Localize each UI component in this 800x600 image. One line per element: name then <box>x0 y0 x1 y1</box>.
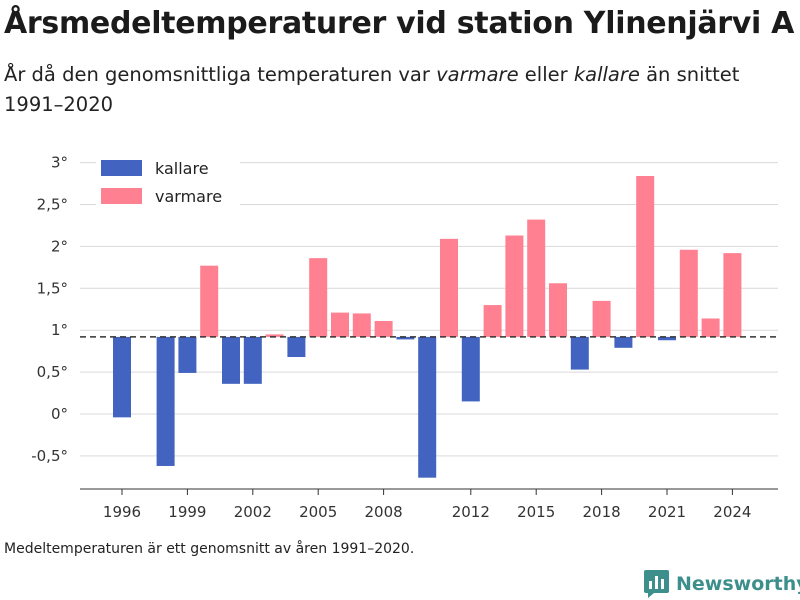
x-tick-label: 2012 <box>452 503 490 521</box>
y-tick-label: 0,5° <box>37 363 68 381</box>
bar-warmer <box>200 265 219 337</box>
y-tick-label: 1° <box>51 321 68 339</box>
bar-warmer <box>483 305 502 337</box>
x-tick-label: 2005 <box>299 503 337 521</box>
x-tick-label: 2021 <box>648 503 686 521</box>
bar-colder <box>658 336 676 341</box>
chart-title: Årsmedeltemperaturer vid station Ylinenj… <box>4 6 795 41</box>
subtitle-part-2: eller <box>518 63 574 86</box>
bar-warmer <box>331 312 349 337</box>
bar-colder <box>614 336 633 348</box>
brand-name: Newsworthy <box>676 573 800 595</box>
y-tick-label: 1,5° <box>37 279 68 297</box>
y-tick-label: 2° <box>51 237 68 255</box>
legend-label-varmare: varmare <box>155 187 222 206</box>
bar-warmer <box>592 300 611 337</box>
bar-colder <box>156 336 175 466</box>
x-tick-label: 2015 <box>517 503 555 521</box>
bar-warmer <box>265 334 284 337</box>
subtitle-colder: kallare <box>573 63 640 86</box>
legend-swatch-kallare <box>101 160 142 176</box>
y-tick-label: 0° <box>51 405 68 423</box>
bar-warmer <box>440 238 458 337</box>
x-tick-label: 1996 <box>103 503 141 521</box>
x-tick-label: 2018 <box>583 503 621 521</box>
x-tick-label: 2008 <box>365 503 403 521</box>
bar-colder <box>396 336 415 340</box>
bar-warmer <box>723 253 742 337</box>
y-tick-label: 3° <box>51 154 68 172</box>
bar-colder <box>178 336 197 373</box>
bar-colder <box>570 336 589 370</box>
subtitle-part-1: År då den genomsnittliga temperaturen va… <box>4 63 437 86</box>
bar-warmer <box>679 249 698 337</box>
x-tick-label: 1999 <box>168 503 206 521</box>
bar-colder <box>461 336 480 402</box>
bar-colder <box>418 336 437 478</box>
legend-swatch-varmare <box>101 188 142 204</box>
subtitle-warmer: varmare <box>436 63 519 86</box>
x-tick-label: 2002 <box>234 503 272 521</box>
bar-warmer <box>352 313 371 337</box>
bar-chart: -0,5° 0° 0,5° 1° 1,5° 2° 2,5° 3° 1996 1999 2002 200… <box>31 154 778 521</box>
legend-label-kallare: kallare <box>155 159 209 178</box>
chart-subtitle: År då den genomsnittliga temperaturen va… <box>4 60 784 120</box>
bar-warmer <box>636 176 655 337</box>
bar-warmer <box>527 219 546 337</box>
bar-colder <box>113 336 131 418</box>
bar-warmer <box>309 258 328 337</box>
bar-colder <box>287 336 306 358</box>
bar-warmer <box>374 320 393 337</box>
bar-colder <box>243 336 262 384</box>
newsworthy-logo: Newsworthy <box>644 569 800 599</box>
subtitle-part-3: än snittet 1991–2020 <box>4 63 740 116</box>
y-tick-label: -0,5° <box>31 447 68 465</box>
y-tick-label: 2,5° <box>37 196 68 214</box>
x-tick-label: 2024 <box>713 503 751 521</box>
footnote: Medeltemperaturen är ett genomsnitt av å… <box>4 541 415 557</box>
newsworthy-icon <box>644 570 669 598</box>
bar-warmer <box>701 318 720 337</box>
bar-warmer <box>549 283 567 337</box>
bar-colder <box>222 336 240 384</box>
bar-warmer <box>505 235 524 337</box>
